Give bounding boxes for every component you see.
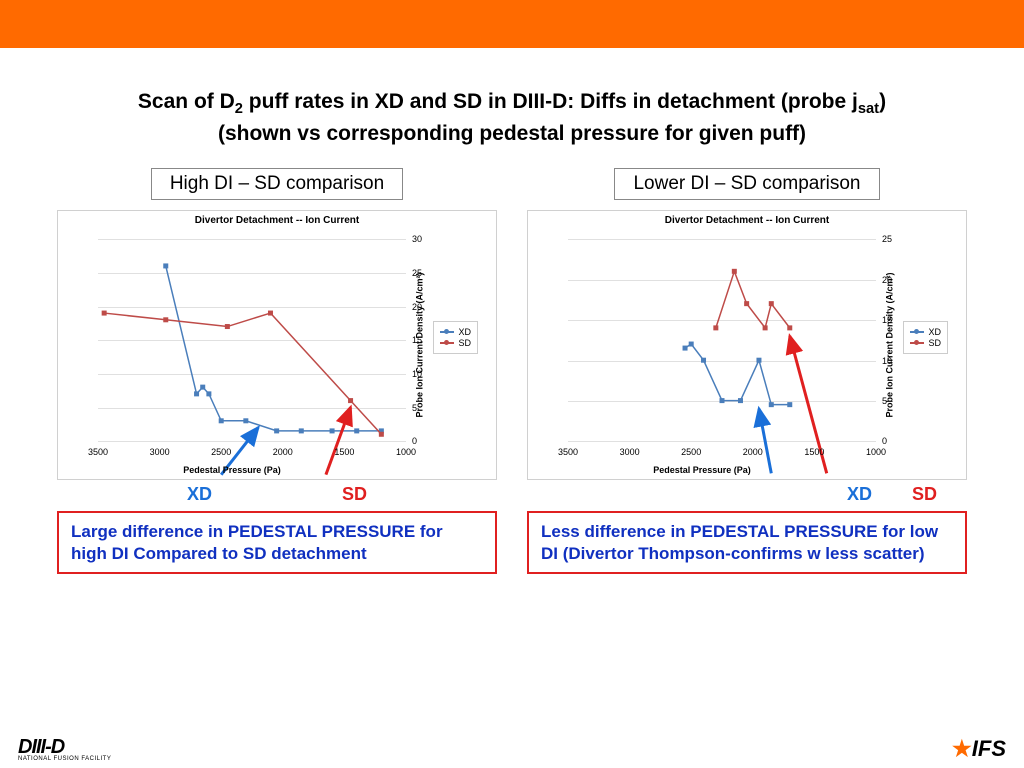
right-x-axis-title: Pedestal Pressure (Pa) [528,465,876,475]
left-panel-label: High DI – SD comparison [151,168,403,200]
left-legend: XD SD [433,321,478,354]
left-arrow-labels: XD SD [57,484,497,505]
title-subtext: (shown vs corresponding pedestal pressur… [218,122,806,145]
right-arrow-labels: XD SD [527,484,967,505]
right-legend: XD SD [903,321,948,354]
left-chart: Divertor Detachment -- Ion Current Probe… [57,210,497,480]
header-bar [0,0,1024,48]
left-callout: Large difference in PEDESTAL PRESSURE fo… [57,511,497,574]
right-chart: Divertor Detachment -- Ion Current Probe… [527,210,967,480]
xd-label: XD [847,484,872,505]
right-panel: Lower DI – SD comparison Divertor Detach… [527,168,967,574]
ifs-logo: ★IFS [952,736,1006,762]
right-chart-title: Divertor Detachment -- Ion Current [528,211,966,226]
diiid-logo: DIII-D NATIONAL FUSION FACILITY [18,736,111,762]
left-chart-title: Divertor Detachment -- Ion Current [58,211,496,226]
footer: DIII-D NATIONAL FUSION FACILITY ★IFS [0,732,1024,762]
right-panel-label: Lower DI – SD comparison [614,168,879,200]
left-y-axis-title: Probe Ion Current Density (A/cm²) [414,273,424,418]
right-callout: Less difference in PEDESTAL PRESSURE for… [527,511,967,574]
title-text: Scan of D [138,90,235,113]
sd-label: SD [912,484,937,505]
left-x-axis-title: Pedestal Pressure (Pa) [58,465,406,475]
sd-label: SD [342,484,367,505]
chart-panels: High DI – SD comparison Divertor Detachm… [0,168,1024,574]
slide-title: Scan of D2 puff rates in XD and SD in DI… [60,88,964,148]
xd-label: XD [187,484,212,505]
left-panel: High DI – SD comparison Divertor Detachm… [57,168,497,574]
